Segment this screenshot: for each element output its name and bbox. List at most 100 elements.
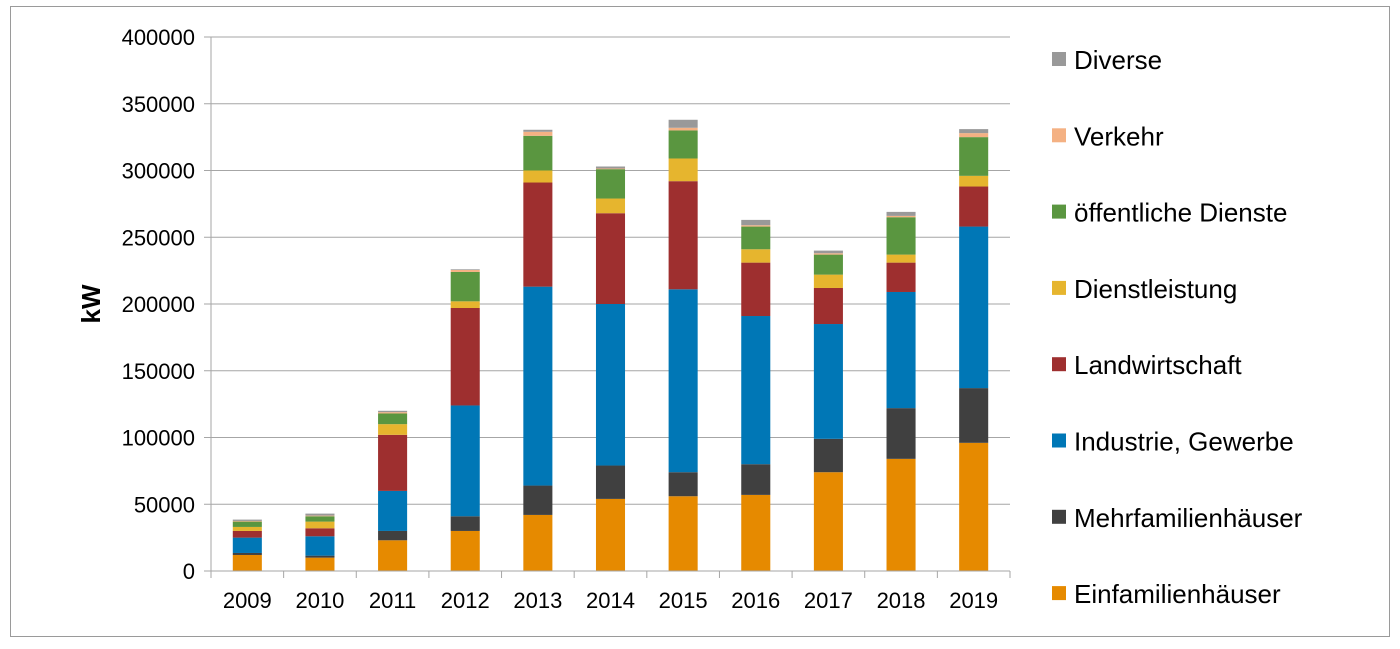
bar-segment bbox=[450, 269, 480, 272]
bar-segment bbox=[450, 516, 480, 531]
bar-stack-2018 bbox=[886, 211, 916, 571]
bar-segment bbox=[595, 465, 626, 499]
y-tick-label: 100000 bbox=[122, 426, 195, 451]
legend-item: Verkehr bbox=[1052, 121, 1164, 151]
bar-segment bbox=[378, 410, 408, 413]
bar-segment bbox=[378, 540, 408, 571]
bar-segment bbox=[232, 530, 262, 538]
y-tick-label: 150000 bbox=[122, 359, 195, 384]
bar-stack-2014 bbox=[595, 166, 626, 571]
bar-segment bbox=[886, 458, 916, 571]
bar-segment bbox=[232, 520, 262, 522]
legend-item: Diverse bbox=[1052, 45, 1162, 75]
bar-stack-2009 bbox=[232, 519, 262, 571]
bar-segment bbox=[450, 308, 480, 406]
x-tick-label: 2015 bbox=[659, 588, 708, 613]
bar-segment bbox=[305, 528, 335, 537]
legend-swatch bbox=[1052, 357, 1066, 372]
bar-segment bbox=[378, 530, 408, 541]
legend-item: Mehrfamilienhäuser bbox=[1052, 503, 1303, 533]
bar-segment bbox=[668, 158, 698, 182]
bar-stack-2017 bbox=[813, 250, 843, 571]
legend-label: Diverse bbox=[1074, 45, 1162, 75]
bar-segment bbox=[523, 135, 553, 171]
legend-label: Landwirtschaft bbox=[1074, 350, 1242, 380]
bar-segment bbox=[959, 133, 989, 138]
y-tick-label: 300000 bbox=[122, 159, 195, 184]
bar-segment bbox=[668, 181, 698, 290]
bar-segment bbox=[813, 287, 843, 325]
bar-stack-2013 bbox=[523, 129, 553, 571]
x-tick-label: 2014 bbox=[586, 588, 635, 613]
bar-segment bbox=[741, 225, 771, 227]
bar-segment bbox=[595, 213, 626, 304]
legend-item: öffentliche Dienste bbox=[1052, 198, 1287, 228]
bar-segment bbox=[668, 289, 698, 473]
bar-segment bbox=[450, 301, 480, 309]
x-tick-label: 2017 bbox=[804, 588, 853, 613]
bar-segment bbox=[959, 442, 989, 571]
bar-segment bbox=[959, 388, 989, 443]
bar-stack-2015 bbox=[668, 119, 698, 571]
x-tick-label: 2012 bbox=[441, 588, 490, 613]
legend-swatch bbox=[1052, 52, 1066, 66]
bar-segment bbox=[886, 211, 916, 216]
y-tick-label: 400000 bbox=[122, 25, 195, 50]
bar-segment bbox=[595, 168, 626, 170]
bar-segment bbox=[668, 496, 698, 571]
bar-segment bbox=[813, 250, 843, 254]
bar-stack-2016 bbox=[741, 219, 771, 571]
bar-segment bbox=[305, 536, 335, 556]
x-tick-labels: 2009 2010 2011 2012 2013 2014 2015 2016 2017 2018… bbox=[223, 588, 998, 613]
bar-stack-2019 bbox=[959, 129, 989, 571]
y-tick-labels: 0 50000 100000 150000 200000 250000 300000 3500… bbox=[122, 25, 195, 584]
bar-segment bbox=[305, 555, 335, 558]
bar-segment bbox=[305, 557, 335, 571]
bar-segment bbox=[523, 485, 553, 515]
bar-segment bbox=[668, 127, 698, 131]
bar-segment bbox=[523, 129, 553, 132]
bar-segment bbox=[232, 537, 262, 553]
legend: Diverse Verkehr öffentliche Dienste Dienstl… bbox=[1052, 45, 1303, 609]
bar-segment bbox=[595, 198, 626, 214]
bar-segment bbox=[378, 434, 408, 491]
y-axis-title: kW bbox=[76, 284, 106, 323]
legend-swatch bbox=[1052, 280, 1066, 295]
y-tick-label: 350000 bbox=[122, 92, 195, 117]
legend-item: Industrie, Gewerbe bbox=[1052, 427, 1294, 457]
bar-stack-2012 bbox=[450, 269, 480, 571]
bar-segment bbox=[668, 130, 698, 159]
bar-segment bbox=[813, 254, 843, 275]
bar-segment bbox=[886, 254, 916, 263]
bar-segment bbox=[595, 498, 626, 571]
bar-segment bbox=[232, 526, 262, 531]
bar-segment bbox=[595, 169, 626, 199]
legend-item: Einfamilienhäuser bbox=[1052, 579, 1281, 609]
bar-segment bbox=[959, 226, 989, 389]
bar-segment bbox=[741, 219, 771, 226]
bar-segment bbox=[305, 515, 335, 517]
bar-segment bbox=[741, 249, 771, 263]
bar-segment bbox=[886, 291, 916, 409]
x-tick-label: 2011 bbox=[369, 588, 416, 613]
bar-stack-2010 bbox=[305, 513, 335, 571]
bar-segment bbox=[450, 530, 480, 571]
legend-label: öffentliche Dienste bbox=[1074, 198, 1287, 228]
axes bbox=[210, 37, 1011, 578]
bar-segment bbox=[305, 516, 335, 522]
bar-segment bbox=[813, 472, 843, 571]
bar-segment bbox=[305, 513, 335, 516]
legend-item: Dienstleistung bbox=[1052, 274, 1237, 304]
bar-segment bbox=[232, 519, 262, 521]
x-tick-label: 2010 bbox=[295, 588, 344, 613]
legend-swatch bbox=[1052, 128, 1066, 143]
bar-segment bbox=[959, 137, 989, 176]
legend-label: Einfamilienhäuser bbox=[1074, 579, 1281, 609]
bar-segment bbox=[959, 175, 989, 187]
bar-segment bbox=[813, 253, 843, 255]
y-tick-label: 250000 bbox=[122, 225, 195, 250]
bar-segment bbox=[741, 226, 771, 250]
bar-segment bbox=[886, 262, 916, 292]
bar-segment bbox=[668, 119, 698, 128]
